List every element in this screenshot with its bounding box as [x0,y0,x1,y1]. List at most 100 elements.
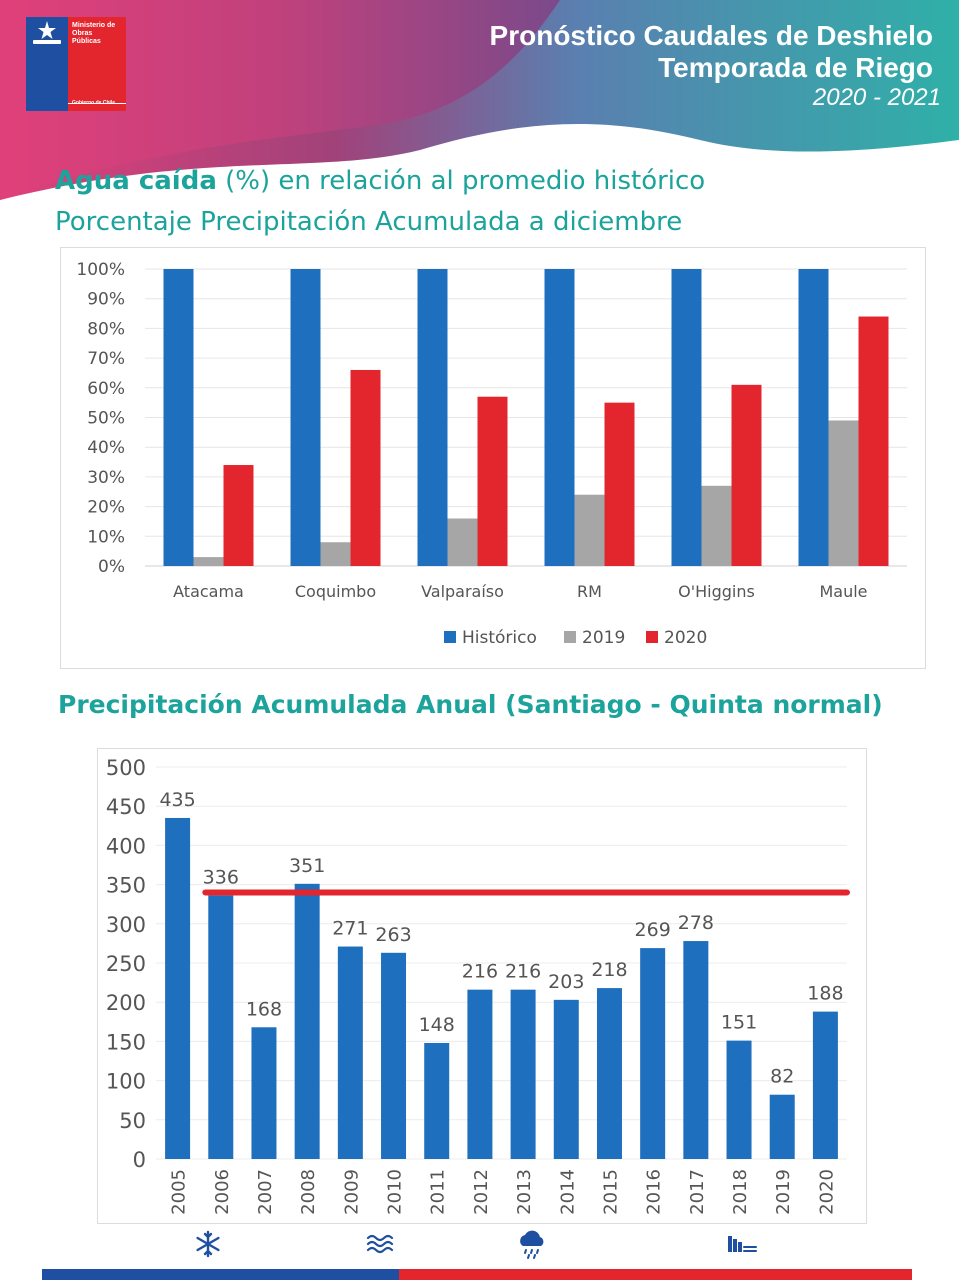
rain-cloud-icon [520,1230,544,1259]
x-tick-label: Valparaíso [421,582,504,601]
y-tick-label: 20% [87,498,125,518]
section1-title: Agua caída (%) en relación al promedio h… [55,166,706,196]
bar-2005 [165,817,191,1159]
data-label: 82 [770,1066,794,1088]
header-title-line1: Pronóstico Caudales de Deshielo [489,20,933,51]
bar-2011 [424,1042,450,1159]
y-tick-label: 80% [87,319,125,339]
y-tick-label: 400 [106,834,146,858]
bar-2020-rm [604,402,635,566]
x-tick-label: 2013 [514,1169,535,1215]
y-tick-label: 30% [87,468,125,488]
y-tick-label: 0 [133,1148,146,1172]
bar-hist-rico-coquimbo [290,269,321,566]
bar-2019 [769,1094,795,1159]
bar-2019-valpara-so [447,518,478,566]
data-label: 216 [505,961,541,983]
y-tick-label: 300 [106,913,146,937]
data-label: 168 [246,998,282,1020]
y-tick-label: 10% [87,527,125,547]
bar-hist-rico-atacama [163,269,194,566]
legend-label: 2019 [582,628,625,648]
bar-2020-coquimbo [350,369,381,566]
section2-title: Precipitación Acumulada Anual (Santiago … [58,690,883,719]
y-tick-label: 100 [106,1070,146,1094]
x-tick-label: 2010 [385,1169,406,1215]
bar-2012 [467,989,493,1159]
data-label: 263 [375,924,411,946]
x-tick-label: 2012 [471,1169,492,1215]
bar-2020-o-higgins [731,384,762,566]
x-tick-label: 2017 [687,1169,708,1215]
annual-rainfall-chart: 0 50 100 150 200 250 300 350 400 450 500 435 2005 336… [106,756,850,1215]
bar-2014 [553,999,579,1159]
x-tick-label: Coquimbo [295,582,376,601]
x-tick-label: 2015 [600,1169,621,1215]
bar-hist-rico-maule [798,269,829,566]
bar-2020-maule [858,316,889,566]
bar-2020-valpara-so [477,396,508,566]
data-label: 435 [159,789,195,811]
x-tick-label: RM [577,582,602,601]
y-tick-label: 250 [106,952,146,976]
y-tick-label: 450 [106,795,146,819]
bar-2006 [208,895,234,1159]
y-tick-label: 350 [106,874,146,898]
x-tick-label: 2009 [341,1169,362,1215]
bar-hist-rico-o-higgins [671,269,702,566]
dam-icon [728,1236,757,1252]
data-label: 351 [289,855,325,877]
x-tick-label: 2011 [428,1169,449,1215]
data-label: 203 [548,971,584,993]
x-tick-label: 2019 [773,1169,794,1215]
bar-2016 [640,948,666,1159]
y-tick-label: 70% [87,349,125,369]
data-label: 216 [462,961,498,983]
regional-rainfall-chart: 0% 10% 20% 30% 40% 50% 60% 70% 80% 90% 100% Atacama… [76,260,907,648]
legend-swatch [444,631,456,643]
y-tick-label: 60% [87,379,125,399]
legend-swatch [646,631,658,643]
data-label: 278 [678,912,714,934]
bar-2010 [381,952,407,1159]
section1-subtitle: Porcentaje Precipitación Acumulada a dic… [55,207,683,237]
y-tick-label: 90% [87,290,125,310]
y-tick-label: 150 [106,1030,146,1054]
bar-2013 [510,989,536,1159]
bar-2019-atacama [193,557,224,566]
header-background [0,0,959,200]
x-tick-label: 2008 [298,1169,319,1215]
ministry-name: Ministerio de Obras Públicas [72,22,116,45]
data-label: 188 [807,983,843,1005]
data-label: 148 [419,1014,455,1036]
x-tick-label: 2016 [644,1169,665,1215]
bar-2019-maule [828,420,859,566]
bar-2017 [683,941,709,1159]
y-tick-label: 500 [106,756,146,780]
y-tick-label: 50 [119,1109,146,1133]
water-waves-icon [366,1234,394,1254]
bar-hist-rico-valpara-so [417,269,448,566]
footer-bar-blue [42,1269,399,1280]
x-tick-label: Atacama [173,582,244,601]
bar-2019-coquimbo [320,542,351,566]
snowflake-icon [196,1230,220,1258]
header-title-line2: Temporada de Riego [658,52,933,83]
bar-2019-rm [574,494,605,566]
bar-2020 [812,1011,838,1159]
x-tick-label: 2006 [212,1169,233,1215]
data-label: 151 [721,1012,757,1034]
regional-rainfall-chart-frame: 0% 10% 20% 30% 40% 50% 60% 70% 80% 90% 100% Atacama… [60,247,926,669]
y-tick-label: 0% [98,557,125,577]
bar-2007 [251,1027,277,1159]
bar-2020-atacama [223,465,254,566]
annual-rainfall-chart-frame: 0 50 100 150 200 250 300 350 400 450 500 435 2005 336… [97,748,867,1224]
footer-bar-red [399,1269,912,1280]
legend-label: 2020 [664,628,707,648]
bar-hist-rico-rm [544,269,575,566]
bar-2018 [726,1040,752,1159]
coat-of-arms-icon [33,21,61,44]
bar-2019-o-higgins [701,485,732,566]
x-tick-label: 2018 [730,1169,751,1215]
y-tick-label: 40% [87,438,125,458]
